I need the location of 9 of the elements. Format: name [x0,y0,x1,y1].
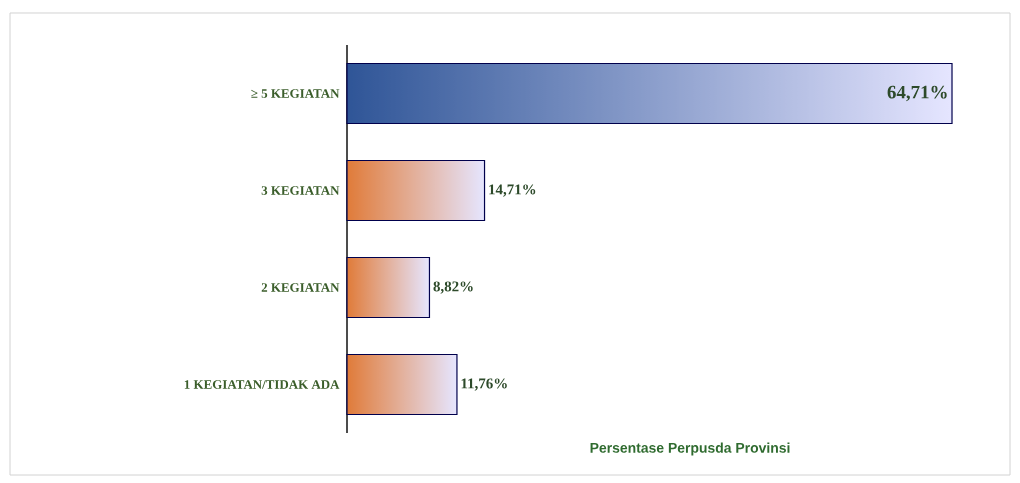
y-tick-label: 2 KEGIATAN [261,283,340,292]
y-tick-label: ≥ 5 KEGIATAN [251,89,340,98]
data-label: 64,71% [887,85,947,102]
data-label: 8,82% [433,281,473,294]
x-axis-title: Persentase Perpusda Provinsi [590,442,790,456]
data-label: 11,76% [461,378,507,391]
y-tick-label: 3 KEGIATAN [261,186,340,195]
data-label: 14,71% [489,184,536,197]
y-tick-label: 1 KEGIATAN/TIDAK ADA [184,380,340,389]
